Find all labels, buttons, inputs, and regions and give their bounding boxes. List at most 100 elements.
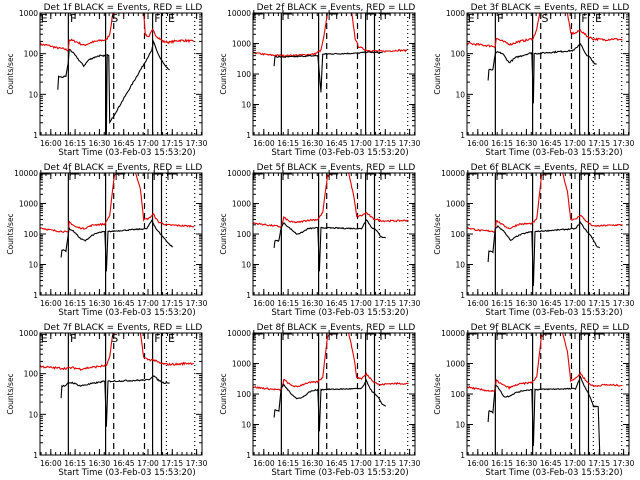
y-axis-label: Counts/sec — [6, 373, 15, 414]
segment-label-F: F — [70, 332, 76, 345]
x-tick-label: 17:15 — [374, 459, 396, 468]
series-line-events — [487, 42, 597, 104]
axes-frame — [466, 332, 630, 456]
y-axis-label: Counts/sec — [219, 373, 228, 414]
segment-label-E: E — [41, 332, 48, 345]
segment-marker-top — [380, 10, 390, 15]
chart-title: Det 8f BLACK = Events, RED = LLD — [257, 323, 416, 333]
x-tick-label: 17:15 — [588, 459, 610, 468]
segment-marker-top — [380, 330, 390, 335]
x-tick-label: 16:30 — [89, 299, 111, 308]
x-tick-label: 17:15 — [161, 459, 183, 468]
x-tick-label: 16:45 — [113, 139, 135, 148]
segment-marker-top — [167, 170, 177, 175]
x-tick-label: 16:00 — [40, 299, 62, 308]
segment-marker-top — [380, 170, 390, 175]
x-axis-label: Start Time (03-Feb-03 15:53:20) — [58, 468, 195, 478]
x-tick-label: 17:15 — [588, 139, 610, 148]
segment-marker-bracket — [328, 13, 338, 20]
x-tick-label: 17:30 — [613, 139, 635, 148]
y-tick-label: 100 — [237, 390, 252, 399]
segment-marker-top — [580, 330, 591, 335]
x-tick-label: 16:15 — [64, 299, 86, 308]
x-tick-label: 16:00 — [40, 459, 62, 468]
x-axis-label: Start Time (03-Feb-03 15:53:20) — [271, 308, 408, 318]
segment-label-E: E — [168, 12, 175, 25]
series-line-lld — [253, 333, 409, 392]
segment-marker-bracket — [282, 173, 291, 180]
x-tick-label: 16:15 — [64, 139, 86, 148]
segment-marker-top — [328, 10, 339, 15]
x-tick-label: 17:30 — [186, 139, 208, 148]
x-tick-label: 16:00 — [253, 459, 275, 468]
x-tick-label: 17:30 — [399, 299, 421, 308]
y-tick-label: 100 — [24, 50, 39, 59]
series-line-events — [273, 379, 386, 432]
y-tick-label: 10000 — [14, 169, 38, 178]
axes-frame — [252, 172, 416, 296]
x-tick-label: 16:00 — [467, 139, 489, 148]
y-tick-label: 1 — [33, 291, 38, 300]
axes-frame — [39, 172, 203, 296]
x-tick-label: 16:45 — [540, 299, 562, 308]
x-tick-label: 16:30 — [302, 459, 324, 468]
series-line-lld — [253, 173, 409, 229]
chart-title: Det 6f BLACK = Events, RED = LLD — [471, 163, 630, 173]
axes-frame — [39, 12, 203, 136]
plot-area — [253, 173, 409, 295]
x-tick-label: 16:30 — [89, 459, 111, 468]
segment-marker-top — [594, 170, 604, 175]
x-tick-label: 16:30 — [89, 139, 111, 148]
y-tick-label: 100 — [24, 370, 39, 379]
segment-marker-bracket — [253, 173, 262, 180]
y-tick-label: 1 — [460, 291, 465, 300]
plot-area — [467, 333, 623, 455]
chart-title: Det 7f BLACK = Events, RED = LLD — [44, 323, 203, 333]
y-tick-label: 10 — [455, 90, 465, 99]
segment-marker-bracket — [253, 13, 262, 20]
segment-marker-bracket — [115, 173, 125, 180]
y-tick-label: 10 — [241, 421, 251, 430]
y-tick-label: 1 — [460, 451, 465, 460]
y-tick-label: 10 — [455, 421, 465, 430]
x-axis-label: Start Time (03-Feb-03 15:53:20) — [271, 468, 408, 478]
segment-label-F: F — [70, 12, 76, 25]
segment-marker-bracket — [467, 173, 476, 180]
y-tick-label: 100 — [451, 390, 466, 399]
y-axis-label: Counts/sec — [433, 53, 442, 94]
y-tick-label: 1 — [460, 131, 465, 140]
y-tick-label: 1000 — [446, 9, 465, 18]
y-tick-label: 1 — [246, 131, 251, 140]
x-tick-label: 16:45 — [113, 299, 135, 308]
segment-marker-bracket — [496, 173, 505, 180]
x-tick-label: 16:30 — [516, 139, 538, 148]
y-tick-label: 1 — [33, 451, 38, 460]
segment-marker-bracket — [40, 173, 49, 180]
segment-label-F: F — [154, 332, 160, 345]
y-tick-label: 1000 — [446, 360, 465, 369]
segment-marker-bracket — [282, 333, 291, 340]
x-tick-label: 16:00 — [253, 299, 275, 308]
y-axis-label: Counts/sec — [219, 53, 228, 94]
x-axis-label: Start Time (03-Feb-03 15:53:20) — [485, 468, 622, 478]
x-tick-label: 16:30 — [302, 139, 324, 148]
y-tick-label: 1 — [246, 291, 251, 300]
series-line-lld — [40, 173, 195, 235]
y-tick-label: 10 — [241, 101, 251, 110]
plot-area — [253, 13, 409, 135]
chart-title: Det 1f BLACK = Events, RED = LLD — [44, 3, 203, 13]
segment-marker-bracket — [253, 333, 262, 340]
x-axis-label: Start Time (03-Feb-03 15:53:20) — [58, 308, 195, 318]
segment-marker-top — [542, 170, 553, 175]
segment-marker-top — [366, 170, 377, 175]
x-tick-label: 17:30 — [399, 459, 421, 468]
y-tick-label: 100 — [24, 230, 39, 239]
y-axis-label: Counts/sec — [6, 53, 15, 94]
x-tick-label: 16:30 — [302, 299, 324, 308]
series-line-lld — [40, 13, 195, 52]
x-tick-label: 17:15 — [374, 299, 396, 308]
segment-label-E: E — [41, 12, 48, 25]
segment-marker-top — [153, 170, 164, 175]
